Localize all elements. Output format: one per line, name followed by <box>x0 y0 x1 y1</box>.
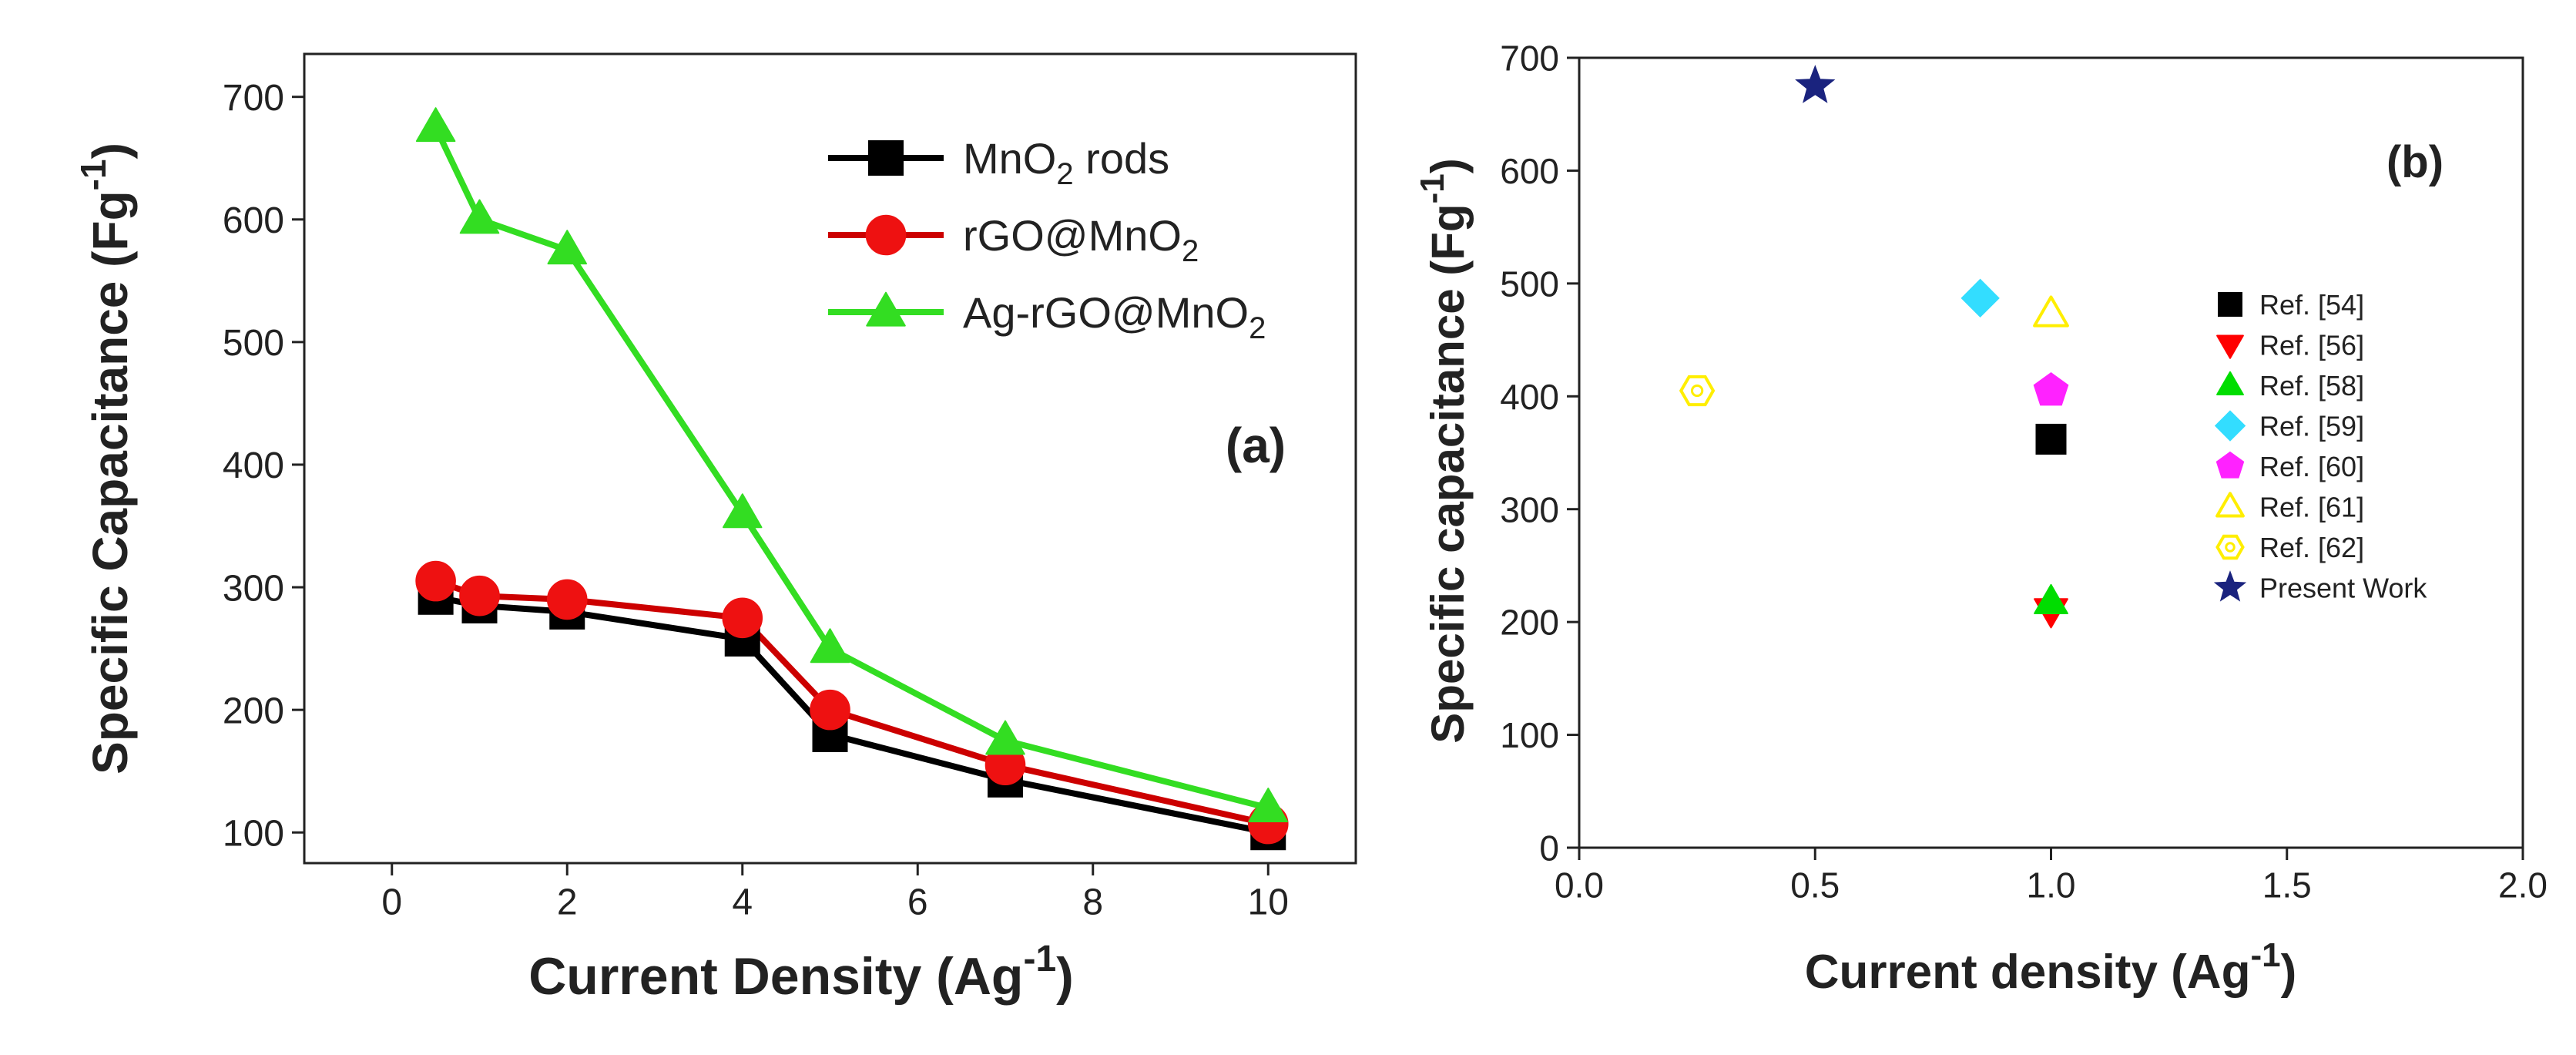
legend-marker-present-work <box>2213 570 2247 602</box>
legend-label-ref-56: Ref. [56] <box>2259 330 2364 361</box>
legend-marker-ref-59 <box>2214 410 2246 442</box>
panel-b-y-tick-label: 0 <box>1539 828 1559 869</box>
panel-b-x-axis-title: Current density (Ag-1) <box>1805 936 2297 999</box>
data-point-ref-62 <box>1679 375 1716 407</box>
legend-label-ref-62: Ref. [62] <box>2259 532 2364 563</box>
data-point-rgo-mno2 <box>459 575 500 617</box>
data-point-ag-rgo-mno2 <box>459 199 500 234</box>
panel-b-y-tick-label: 100 <box>1500 715 1559 755</box>
panel-b-y-tick-label: 400 <box>1500 377 1559 417</box>
panel-a: Specific Capacitance (Fg-1) Current Dens… <box>73 52 1357 1006</box>
panel-a-x-tick-label: 0 <box>381 882 402 922</box>
data-point-ag-rgo-mno2 <box>547 230 587 265</box>
panel-a-x-tick-label: 8 <box>1082 882 1103 922</box>
panel-a-plot-frame <box>303 52 1357 865</box>
legend-marker-mno2-rods <box>868 140 904 176</box>
legend-label-mno2-rods: MnO2 rods <box>963 134 1169 191</box>
panel-b-x-tick-label: 1.5 <box>2262 865 2312 905</box>
panel-b-y-axis-label: Specific capacitance (Fg-1) <box>1414 158 1474 743</box>
legend-marker-rgo-mno2 <box>865 214 907 256</box>
panel-b-x-tick-label: 0.5 <box>1790 865 1840 905</box>
panel-a-y-tick-label: 400 <box>223 445 284 486</box>
data-point-ag-rgo-mno2 <box>1248 788 1288 822</box>
panel-b-y-tick-label: 300 <box>1500 489 1559 529</box>
data-point-ref-59 <box>1961 278 2000 318</box>
panel-a-label: (a) <box>1226 418 1286 473</box>
legend-marker-ref-62-inner <box>2225 542 2236 553</box>
data-point-present-work <box>1795 65 1836 103</box>
panel-a-y-tick-label: 100 <box>223 814 284 855</box>
legend-marker-ref-58 <box>2216 371 2244 395</box>
panel-b-x-tick-label: 2.0 <box>2498 865 2547 905</box>
data-point-ref-62-inner <box>1690 384 1704 398</box>
legend-marker-ag-rgo-mno2 <box>866 291 906 327</box>
panel-a-y-tick-label: 700 <box>223 78 284 119</box>
panel-b-label: (b) <box>2386 137 2444 187</box>
panel-a-x-tick-label: 10 <box>1248 882 1289 922</box>
panel-a-y-tick-label: 500 <box>223 323 284 364</box>
panel-a-y-tick-label: 600 <box>223 200 284 241</box>
panel-a-legend: MnO2 rods rGO@MnO2 Ag-rGO@MnO2 <box>828 134 1266 345</box>
panel-b-x-tick-label: 1.0 <box>2027 865 2076 905</box>
data-point-rgo-mno2 <box>546 579 588 620</box>
panel-a-ticks: 0 2 4 6 8 10 100 200 300 400 500 600 700 <box>223 78 1289 922</box>
panel-b-y-tick-label: 700 <box>1500 39 1559 79</box>
panel-b-y-axis-title: Specific capacitance (Fg-1) <box>1414 158 1474 743</box>
data-point-ref-58 <box>2034 583 2068 614</box>
panel-a-y-axis-label: Specific Capacitance (Fg-1) <box>73 143 138 774</box>
legend-label-ref-61: Ref. [61] <box>2259 492 2364 523</box>
panel-a-x-tick-label: 4 <box>732 882 753 922</box>
panel-b-legend: Ref. [54] Ref. [56] Ref. [58] Ref. [59] Ref.… <box>2213 289 2427 604</box>
legend-marker-ref-54 <box>2218 292 2242 317</box>
legend-label-ref-54: Ref. [54] <box>2259 289 2364 321</box>
legend-label-rgo-mno2: rGO@MnO2 <box>963 211 1199 268</box>
legend-label-ref-58: Ref. [58] <box>2259 370 2364 402</box>
panel-a-series <box>415 107 1289 851</box>
panel-b: Specific capacitance (Fg-1) Current dens… <box>1414 39 2547 999</box>
data-point-rgo-mno2 <box>810 689 850 731</box>
data-point-ag-rgo-mno2 <box>723 493 763 529</box>
legend-label-present-work: Present Work <box>2259 573 2427 604</box>
data-point-rgo-mno2 <box>415 560 456 602</box>
panel-a-y-tick-label: 200 <box>223 690 284 731</box>
panel-b-y-tick-label: 500 <box>1500 264 1559 304</box>
data-point-ag-rgo-mno2 <box>415 107 456 143</box>
panel-a-y-tick-label: 300 <box>223 568 284 609</box>
panel-b-y-tick-label: 600 <box>1500 151 1559 191</box>
data-point-ag-rgo-mno2 <box>985 720 1025 755</box>
panel-b-y-tick-label: 200 <box>1500 603 1559 643</box>
legend-label-ag-rgo-mno2: Ag-rGO@MnO2 <box>963 288 1266 345</box>
data-point-ref-60 <box>2033 371 2069 406</box>
panel-a-x-axis-title: Current Density (Ag-1) <box>528 939 1074 1006</box>
legend-label-ref-60: Ref. [60] <box>2259 451 2364 482</box>
data-point-ag-rgo-mno2 <box>810 628 850 664</box>
legend-marker-ref-56 <box>2216 334 2244 359</box>
panel-b-x-axis-label: Current density (Ag-1) <box>1805 936 2297 999</box>
data-point-ref-61 <box>2033 295 2069 328</box>
legend-label-ref-59: Ref. [59] <box>2259 411 2364 442</box>
panel-a-x-axis-label: Current Density (Ag-1) <box>528 939 1074 1006</box>
panel-a-x-tick-label: 6 <box>907 882 928 922</box>
panel-b-x-tick-label: 0.0 <box>1555 865 1604 905</box>
legend-marker-ref-62 <box>2215 534 2245 560</box>
data-point-rgo-mno2 <box>722 597 763 639</box>
panel-a-x-tick-label: 2 <box>557 882 578 922</box>
panel-a-y-axis-title: Specific Capacitance (Fg-1) <box>73 143 138 774</box>
data-point-ref-54 <box>2035 423 2067 455</box>
legend-marker-ref-60 <box>2215 451 2245 479</box>
panel-b-points <box>1679 65 2069 629</box>
legend-marker-ref-61 <box>2215 492 2245 518</box>
panel-b-ticks: 0.0 0.5 1.0 1.5 2.0 0 100 200 300 400 500 600 700 <box>1500 39 2547 905</box>
